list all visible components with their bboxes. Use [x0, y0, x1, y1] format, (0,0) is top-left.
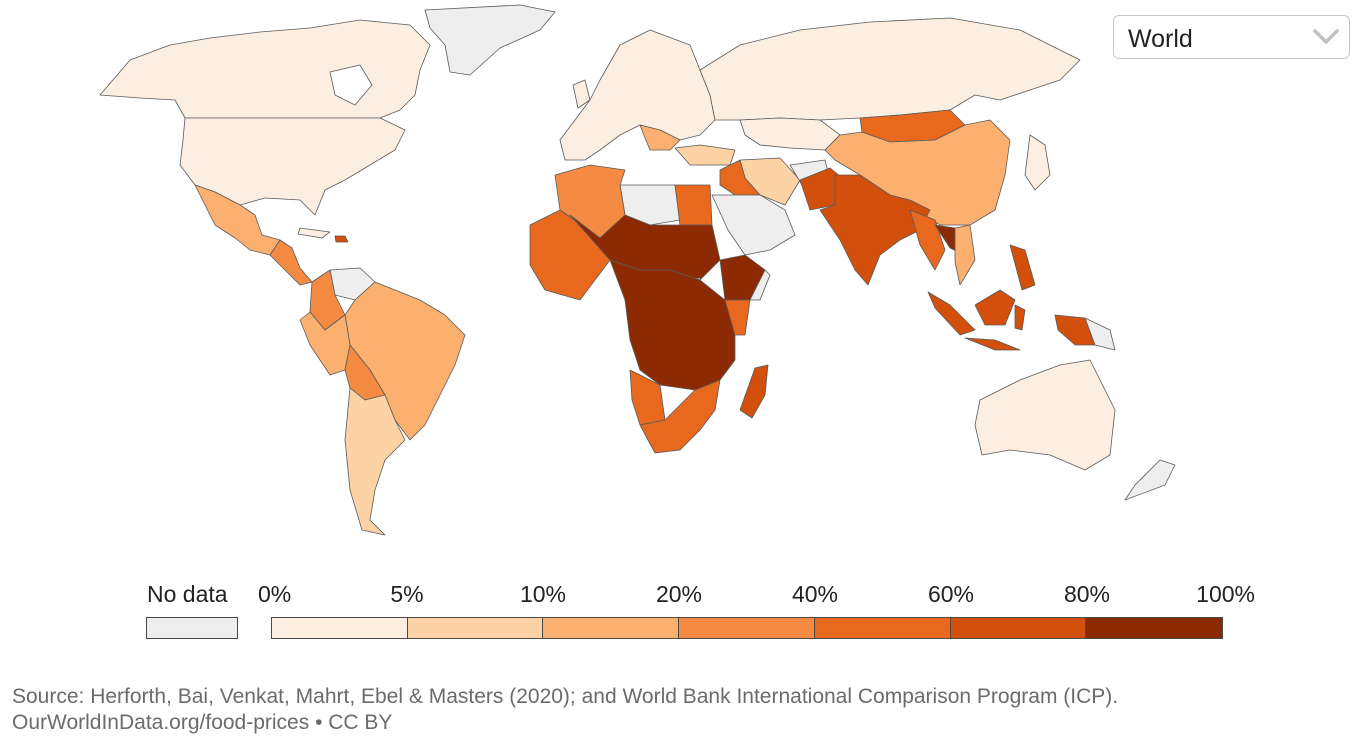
region-central-america[interactable] — [269, 239, 313, 286]
legend-bin-6[interactable] — [1086, 618, 1223, 638]
source-text: Source: Herforth, Bai, Venkat, Mahrt, Eb… — [12, 685, 1119, 708]
region-india[interactable] — [819, 174, 931, 286]
region-japan[interactable] — [1024, 134, 1051, 191]
legend-tick-label: 5% — [390, 581, 424, 607]
region-vietnam[interactable] — [954, 224, 976, 286]
region-selector[interactable]: World — [1113, 15, 1350, 59]
region-new-zealand[interactable] — [1124, 459, 1176, 501]
region-egypt[interactable] — [674, 184, 713, 226]
region-turkey[interactable] — [674, 144, 736, 166]
legend-tick-label: 60% — [927, 581, 975, 607]
region-kazakhstan[interactable] — [739, 117, 841, 151]
region-balkans[interactable] — [639, 124, 681, 151]
region-papua[interactable] — [1054, 314, 1096, 346]
region-madagascar[interactable] — [739, 364, 769, 419]
region-uk[interactable] — [572, 79, 591, 109]
legend-tick-label: 10% — [519, 581, 567, 607]
region-australia[interactable] — [974, 359, 1116, 471]
region-borneo[interactable] — [974, 289, 1016, 326]
legend-bin-0[interactable] — [272, 618, 408, 638]
region-png[interactable] — [1084, 317, 1116, 351]
legend-tick-label: 40% — [791, 581, 839, 607]
region-russia[interactable] — [699, 17, 1081, 121]
legend-tick-label: 0% — [258, 581, 292, 607]
region-kenya[interactable] — [724, 299, 751, 336]
region-argentina[interactable] — [344, 387, 406, 536]
region-arabia[interactable] — [711, 194, 796, 256]
region-selector-value: World — [1128, 25, 1193, 53]
region-southern-africa[interactable] — [639, 379, 721, 454]
region-central-africa[interactable] — [609, 259, 736, 391]
region-usa[interactable] — [179, 117, 406, 216]
source-link[interactable]: OurWorldInData.org/food-prices • CC BY — [12, 711, 393, 734]
legend-tick-label: 80% — [1063, 581, 1111, 607]
region-sumatra[interactable] — [927, 291, 976, 336]
legend-bin-1[interactable] — [407, 618, 544, 638]
region-java[interactable] — [964, 337, 1021, 351]
region-philippines[interactable] — [1009, 244, 1036, 291]
region-canada[interactable] — [99, 19, 431, 119]
legend-no-data-swatch[interactable] — [146, 617, 238, 639]
legend-color-scale — [271, 617, 1223, 639]
legend-tick-label: 20% — [655, 581, 703, 607]
legend-bin-3[interactable] — [679, 618, 815, 638]
legend-bin-4[interactable] — [814, 618, 951, 638]
region-sulawesi[interactable] — [1014, 304, 1026, 331]
chevron-down-icon — [1313, 29, 1339, 44]
legend-tick-label: 100% — [1196, 581, 1255, 607]
legend-no-data-label: No data — [147, 581, 228, 607]
region-somalia[interactable] — [749, 269, 771, 301]
legend-bin-5[interactable] — [950, 618, 1087, 638]
region-caribbean[interactable] — [297, 227, 331, 239]
region-haiti[interactable] — [334, 235, 349, 243]
region-china[interactable] — [824, 119, 1011, 226]
region-greenland[interactable] — [424, 4, 556, 76]
legend-bin-2[interactable] — [543, 618, 680, 638]
